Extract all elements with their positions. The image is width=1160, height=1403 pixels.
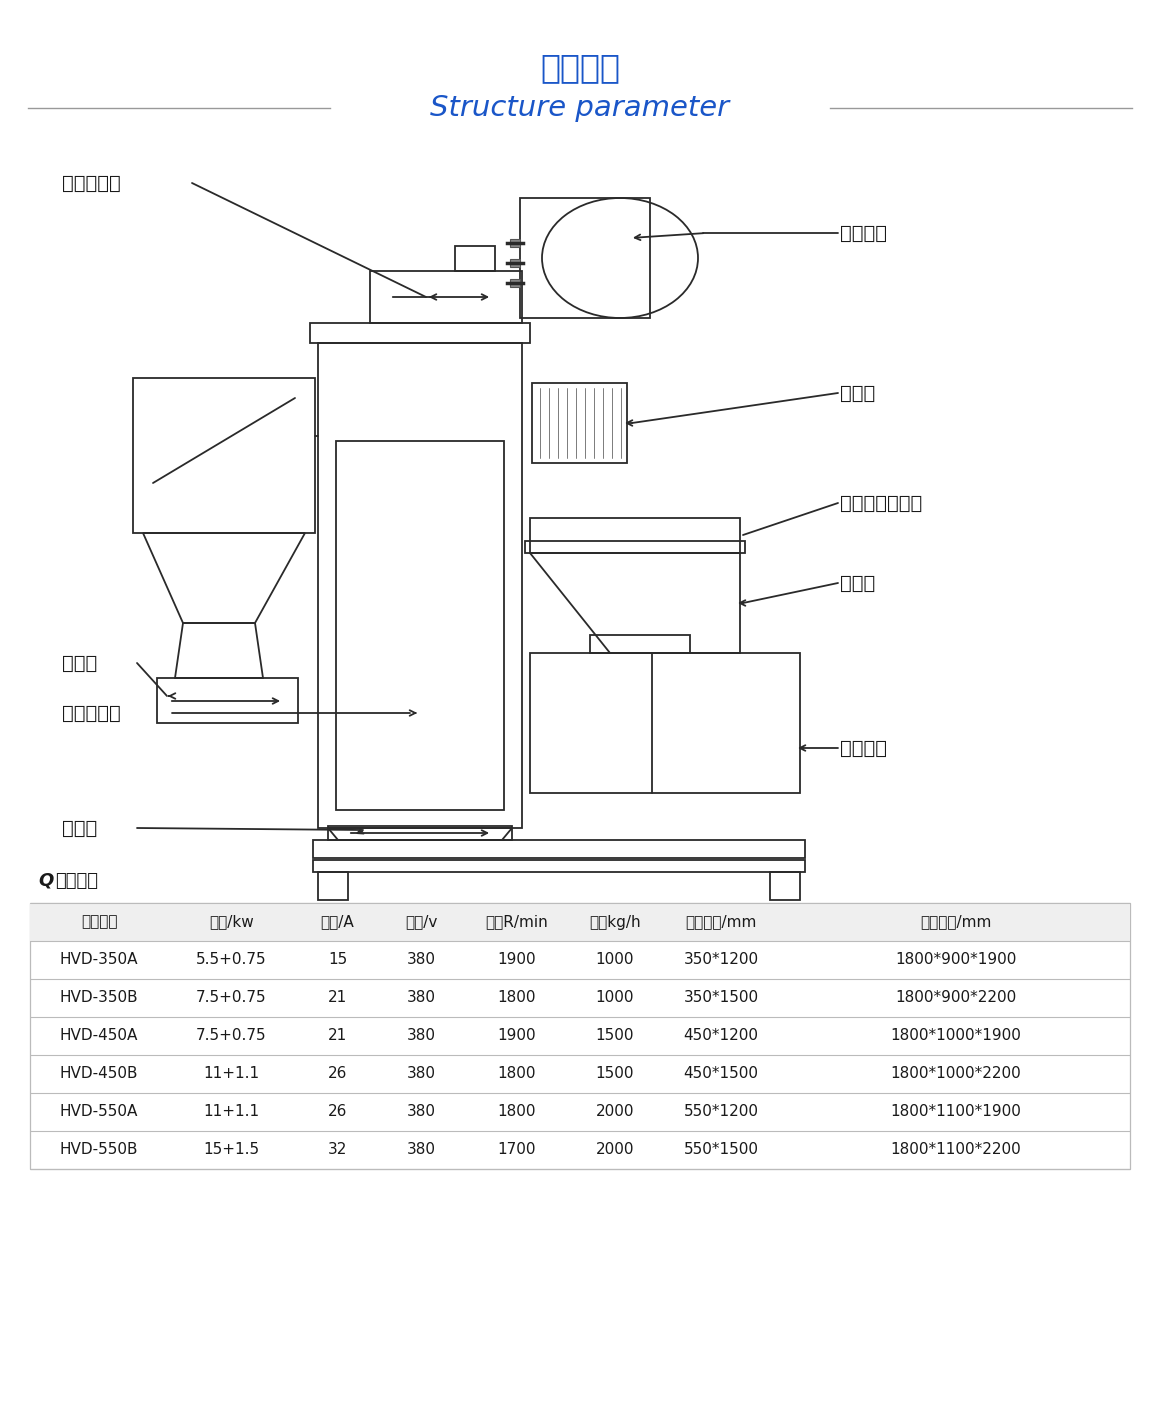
- Bar: [133, 377, 316, 533]
- Bar: [455, 246, 495, 271]
- Text: 电控筱: 电控筱: [840, 383, 876, 403]
- Text: 1500: 1500: [596, 1066, 635, 1082]
- Text: 1800*1100*2200: 1800*1100*2200: [891, 1142, 1021, 1157]
- Bar: [30, 904, 1130, 941]
- Text: 1800*1000*2200: 1800*1000*2200: [891, 1066, 1021, 1082]
- Text: 380: 380: [407, 1104, 436, 1120]
- Text: 转速R/min: 转速R/min: [485, 915, 548, 930]
- Text: Q: Q: [38, 873, 53, 890]
- Bar: [328, 826, 512, 840]
- Bar: [520, 198, 650, 318]
- Text: HVD-350A: HVD-350A: [60, 953, 138, 968]
- Bar: [510, 260, 520, 267]
- Text: HVD-550B: HVD-550B: [60, 1142, 138, 1157]
- Bar: [318, 873, 348, 899]
- Text: 32: 32: [328, 1142, 347, 1157]
- Text: 15: 15: [328, 953, 347, 968]
- Text: 26: 26: [328, 1066, 347, 1082]
- Ellipse shape: [542, 198, 698, 318]
- Text: 1000: 1000: [596, 991, 635, 1006]
- Text: 7.5+0.75: 7.5+0.75: [196, 991, 267, 1006]
- Bar: [770, 873, 800, 899]
- Text: 喟料电机: 喟料电机: [840, 738, 887, 758]
- Text: 21: 21: [328, 1028, 347, 1044]
- Text: 26: 26: [328, 1104, 347, 1120]
- Text: 1800: 1800: [498, 991, 536, 1006]
- Bar: [318, 342, 522, 828]
- Text: 快速清机门: 快速清机门: [61, 703, 121, 723]
- Text: 380: 380: [407, 1066, 436, 1082]
- Bar: [525, 542, 745, 553]
- Text: HVD-550A: HVD-550A: [60, 1104, 138, 1120]
- Bar: [313, 840, 805, 859]
- Text: 1800*900*2200: 1800*900*2200: [896, 991, 1016, 1006]
- Text: 进水口（可选）: 进水口（可选）: [840, 494, 922, 512]
- Text: 1500: 1500: [596, 1028, 635, 1044]
- Text: 450*1200: 450*1200: [683, 1028, 759, 1044]
- Text: 1900: 1900: [498, 953, 536, 968]
- Text: 功率/kw: 功率/kw: [209, 915, 254, 930]
- Text: 350*1500: 350*1500: [683, 991, 759, 1006]
- Bar: [510, 279, 520, 288]
- Bar: [30, 904, 1130, 1169]
- Text: 内部尺寸/mm: 内部尺寸/mm: [686, 915, 756, 930]
- Text: 2000: 2000: [596, 1104, 635, 1120]
- Text: 电压/v: 电压/v: [405, 915, 437, 930]
- Text: 1700: 1700: [498, 1142, 536, 1157]
- Text: 2000: 2000: [596, 1142, 635, 1157]
- Text: 350*1200: 350*1200: [683, 953, 759, 968]
- Text: 380: 380: [407, 953, 436, 968]
- Text: 1900: 1900: [498, 1028, 536, 1044]
- Text: 电流/A: 电流/A: [320, 915, 354, 930]
- Text: 1800*1000*1900: 1800*1000*1900: [891, 1028, 1022, 1044]
- Bar: [370, 271, 522, 323]
- Text: 380: 380: [407, 1142, 436, 1157]
- Text: 出水口: 出水口: [61, 818, 97, 838]
- Text: 15+1.5: 15+1.5: [203, 1142, 260, 1157]
- Text: HVD-350B: HVD-350B: [59, 991, 138, 1006]
- Text: 21: 21: [328, 991, 347, 1006]
- Text: 380: 380: [407, 991, 436, 1006]
- Bar: [157, 678, 298, 723]
- Text: HVD-450A: HVD-450A: [60, 1028, 138, 1044]
- Text: 1800: 1800: [498, 1066, 536, 1082]
- Text: 1800*900*1900: 1800*900*1900: [896, 953, 1016, 968]
- Text: 11+1.1: 11+1.1: [203, 1066, 260, 1082]
- Bar: [530, 652, 800, 793]
- Text: 1800*1100*1900: 1800*1100*1900: [891, 1104, 1022, 1120]
- Text: 5.5+0.75: 5.5+0.75: [196, 953, 267, 968]
- Text: 技术参数: 技术参数: [55, 873, 97, 890]
- Text: 550*1500: 550*1500: [683, 1142, 759, 1157]
- Bar: [532, 383, 628, 463]
- Bar: [336, 441, 503, 810]
- Text: 结构参数: 结构参数: [541, 52, 619, 84]
- Bar: [530, 518, 740, 553]
- Text: 1800: 1800: [498, 1104, 536, 1120]
- Bar: [310, 323, 530, 342]
- Text: 产量kg/h: 产量kg/h: [589, 915, 640, 930]
- Text: 7.5+0.75: 7.5+0.75: [196, 1028, 267, 1044]
- Text: 1000: 1000: [596, 953, 635, 968]
- Text: 550*1200: 550*1200: [683, 1104, 759, 1120]
- Bar: [590, 636, 690, 652]
- Text: 450*1500: 450*1500: [683, 1066, 759, 1082]
- Text: 产品型号: 产品型号: [81, 915, 117, 930]
- Text: 11+1.1: 11+1.1: [203, 1104, 260, 1120]
- Text: 外形尺寸/mm: 外形尺寸/mm: [920, 915, 992, 930]
- Bar: [510, 239, 520, 247]
- Text: 进料斗: 进料斗: [840, 574, 876, 592]
- Text: Structure parameter: Structure parameter: [430, 94, 730, 122]
- Bar: [313, 860, 805, 873]
- Text: HVD-450B: HVD-450B: [60, 1066, 138, 1082]
- Text: 出料口: 出料口: [61, 654, 97, 672]
- Text: 皮带防护罩: 皮带防护罩: [61, 174, 121, 192]
- Text: 380: 380: [407, 1028, 436, 1044]
- Text: 主轴电机: 主轴电机: [840, 223, 887, 243]
